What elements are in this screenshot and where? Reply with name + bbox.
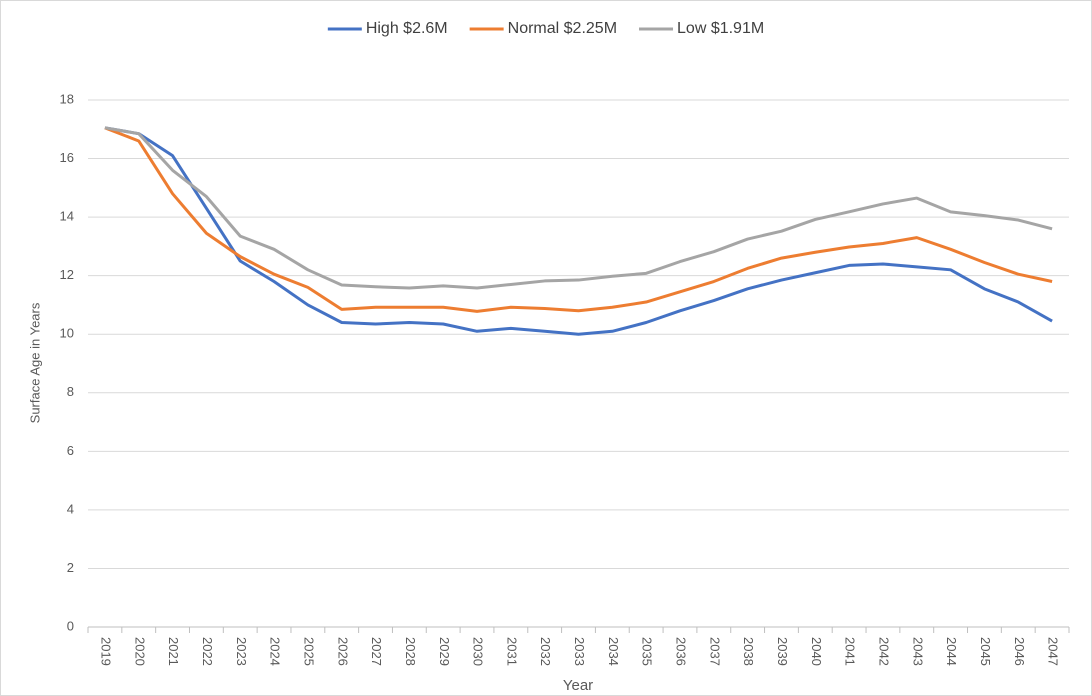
series-line <box>104 126 1053 336</box>
x-tick-label: 2024 <box>268 637 283 666</box>
x-tick-label: 2019 <box>98 637 113 666</box>
legend-label: Low $1.91M <box>677 20 764 37</box>
x-tick-label: 2041 <box>843 637 858 666</box>
x-tick-label: 2044 <box>944 637 959 666</box>
x-tick-label: 2047 <box>1046 637 1061 666</box>
x-tick-label: 2030 <box>471 637 486 666</box>
x-tick-label: 2042 <box>877 637 892 666</box>
x-tick-label: 2043 <box>910 637 925 666</box>
series-line <box>104 126 1053 313</box>
x-tick-label: 2040 <box>809 637 824 666</box>
y-tick-label: 10 <box>60 326 74 341</box>
series-line <box>104 126 1053 290</box>
x-tick-label: 2026 <box>335 637 350 666</box>
x-tick-label: 2021 <box>166 637 181 666</box>
x-tick-label: 2031 <box>504 637 519 666</box>
x-tick-label: 2046 <box>1012 637 1027 666</box>
x-tick-label: 2032 <box>538 637 553 666</box>
x-tick-label: 2033 <box>572 637 587 666</box>
x-tick-label: 2039 <box>775 637 790 666</box>
y-tick-label: 8 <box>67 384 74 399</box>
x-tick-label: 2035 <box>640 637 655 666</box>
y-tick-label: 0 <box>67 618 74 633</box>
y-axis-title: Surface Age in Years <box>27 302 42 423</box>
x-tick-label: 2025 <box>301 637 316 666</box>
x-tick-label: 2029 <box>437 637 452 666</box>
y-tick-label: 4 <box>67 501 74 516</box>
y-tick-label: 2 <box>67 560 74 575</box>
x-tick-label: 2034 <box>606 637 621 666</box>
x-tick-label: 2045 <box>978 637 993 666</box>
y-tick-label: 18 <box>60 91 74 106</box>
x-tick-label: 2036 <box>674 637 689 666</box>
y-tick-label: 14 <box>60 209 74 224</box>
x-tick-label: 2037 <box>707 637 722 666</box>
y-tick-label: 6 <box>67 443 74 458</box>
x-tick-label: 2038 <box>741 637 756 666</box>
y-tick-label: 16 <box>60 150 74 165</box>
x-tick-label: 2020 <box>132 637 147 666</box>
x-tick-label: 2022 <box>200 637 215 666</box>
legend-label: High $2.6M <box>366 20 448 37</box>
x-tick-label: 2027 <box>369 637 384 666</box>
x-tick-label: 2023 <box>234 637 249 666</box>
x-tick-label: 2028 <box>403 637 418 666</box>
legend: High $2.6M Normal $2.25M Low $1.91M <box>327 20 764 37</box>
y-tick-label: 12 <box>60 267 74 282</box>
x-axis-title: Year <box>563 677 593 694</box>
legend-label: Normal $2.25M <box>508 20 617 37</box>
